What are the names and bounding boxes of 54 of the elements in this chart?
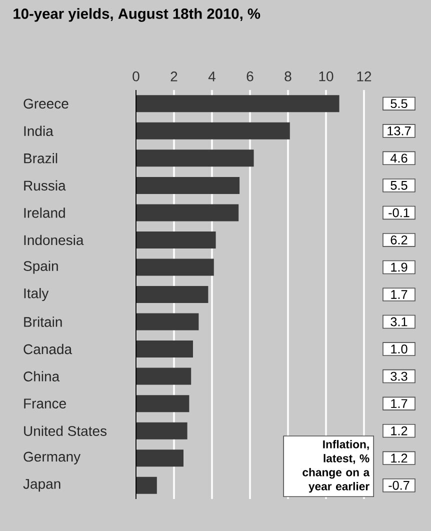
text: 1.2 [391, 454, 408, 463]
text: 1.7 [391, 399, 408, 408]
text: 1.0 [391, 344, 408, 354]
text: 5.5 [390, 181, 408, 190]
text: 3.1 [390, 317, 408, 326]
bar [136, 176, 240, 194]
bar [136, 231, 216, 248]
text: 1.9 [391, 262, 408, 272]
y-tick-label: India [24, 126, 54, 136]
y-tick-label: Brazil [24, 153, 58, 164]
bar [136, 340, 193, 358]
y-tick-label: China [24, 371, 60, 382]
text: -0.7 [388, 480, 410, 490]
text: 6.2 [390, 235, 408, 244]
y-tick-label: Greece [24, 98, 68, 109]
text: 5.5 [390, 99, 408, 108]
y-tick-label: Spain [24, 260, 58, 274]
bar [136, 286, 208, 304]
y-tick-label: Canada [24, 344, 72, 354]
x-tick-label: 8 [284, 71, 292, 82]
bar [136, 450, 184, 467]
bar [136, 150, 254, 167]
bar [136, 476, 157, 494]
y-tick-label: United States [24, 426, 107, 436]
text: 1.2 [391, 426, 408, 436]
x-tick-label: 12 [357, 72, 372, 82]
bar [136, 422, 188, 440]
x-tick-label: 4 [208, 72, 216, 82]
x-tick-label: 10 [319, 71, 334, 82]
text: 13.7 [388, 126, 411, 136]
y-tick-label: Britain [24, 316, 62, 327]
y-tick-label: Japan [23, 479, 60, 492]
bar [136, 368, 192, 385]
text: -0.1 [388, 208, 410, 218]
y-tick-label: Italy [24, 288, 49, 302]
chart-title: 10-year yields, August 18th 2010, % [14, 8, 260, 22]
y-tick-label: Russia [24, 180, 66, 191]
x-tick-label: 2 [170, 72, 178, 82]
x-tick-label: 0 [132, 71, 140, 82]
bar [136, 95, 340, 112]
bar [136, 122, 290, 140]
bar [136, 313, 199, 330]
text: 4.6 [390, 154, 408, 163]
bar [136, 258, 214, 276]
annotation: Inflation, latest, % change on a year earlier [302, 440, 370, 493]
y-tick-label: Germany [24, 452, 81, 464]
x-tick-label: 6 [246, 71, 254, 82]
text: 3.3 [390, 372, 408, 381]
text: 1.7 [391, 290, 408, 299]
y-tick-label: Indonesia [24, 234, 84, 246]
y-tick-label: France [24, 398, 66, 408]
bar [136, 395, 190, 412]
y-tick-label: Ireland [24, 208, 65, 218]
bar [136, 204, 239, 222]
